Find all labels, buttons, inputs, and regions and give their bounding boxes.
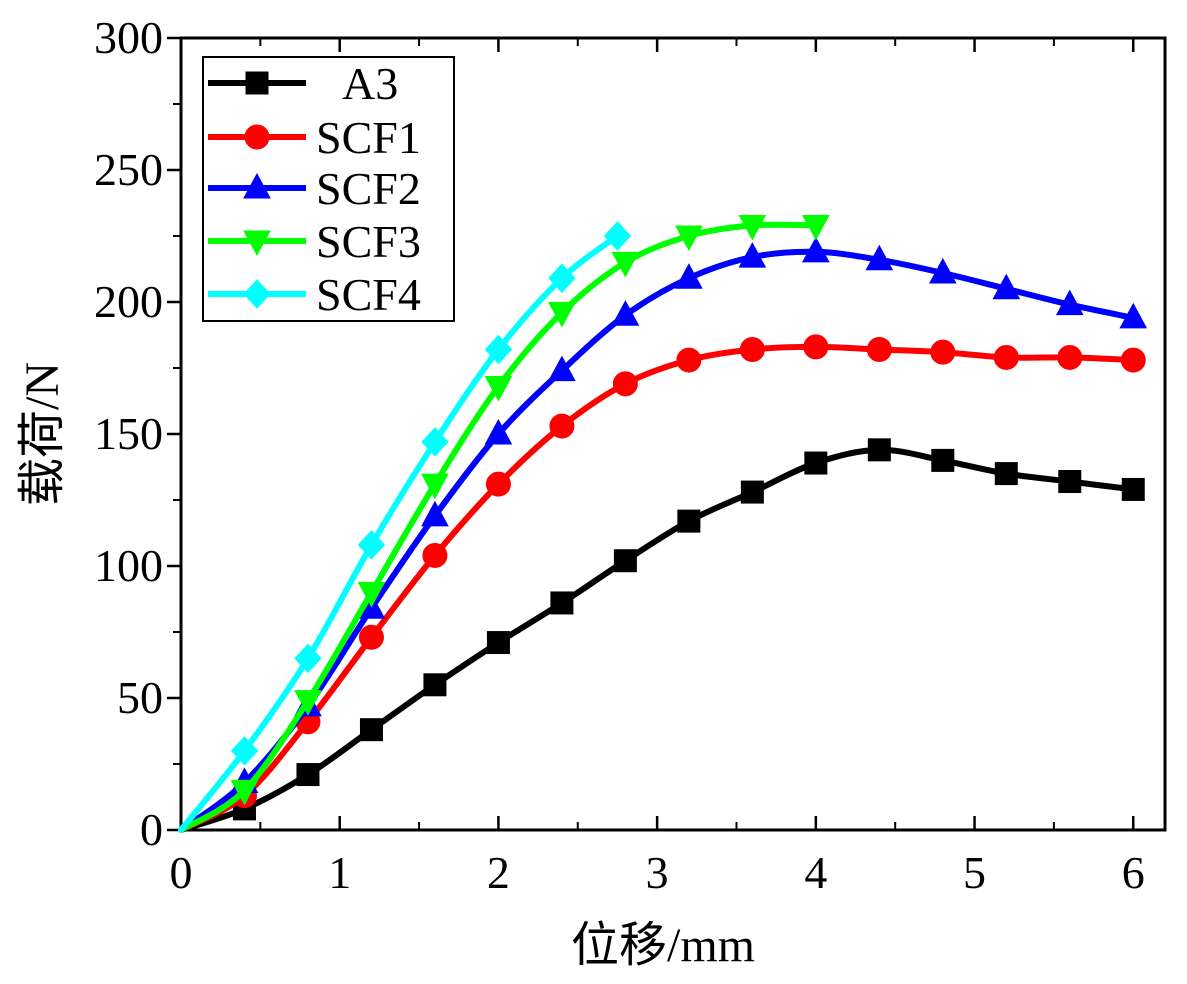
data-point (930, 339, 956, 365)
data-point (484, 418, 513, 445)
data-point (931, 448, 955, 472)
y-tick-label: 250 (94, 144, 163, 195)
data-point (677, 509, 701, 533)
data-point (296, 763, 320, 787)
y-tick-label: 150 (94, 408, 163, 459)
legend-swatch-marker (243, 172, 271, 199)
x-tick-label: 0 (170, 847, 193, 898)
data-point (801, 236, 830, 263)
data-point (738, 242, 767, 268)
legend-label: SCF1 (316, 112, 421, 163)
data-point (548, 355, 576, 382)
data-point (994, 462, 1018, 486)
data-point (359, 718, 383, 742)
data-point (421, 473, 449, 500)
data-point (230, 779, 259, 806)
data-point (484, 334, 513, 365)
data-point (803, 334, 829, 360)
data-point (675, 225, 703, 252)
data-point (676, 347, 702, 373)
data-point (612, 371, 638, 397)
axis-tick-labels: 0 1 2 3 4 5 6 0 50 100 150 200 250 300 (94, 12, 1145, 898)
y-tick-label: 100 (94, 540, 163, 591)
series-line (178, 343, 1137, 833)
legend-label: SCF3 (316, 216, 421, 267)
data-point (611, 300, 640, 326)
legend-label: SCF2 (316, 163, 421, 214)
legend-entry: SCF2 (208, 163, 421, 214)
legend-swatch-marker (243, 230, 271, 257)
data-point (801, 214, 830, 241)
data-point (611, 251, 640, 278)
data-point (357, 581, 386, 608)
data-point (230, 736, 259, 766)
data-point (548, 302, 576, 328)
data-point (1057, 344, 1083, 370)
series-line (178, 446, 1137, 833)
legend-label: A3 (342, 58, 398, 109)
series-scf2 (178, 236, 1148, 833)
data-point (1119, 302, 1148, 329)
legend-entry: SCF4 (208, 269, 421, 320)
data-point (603, 221, 632, 251)
data-point (866, 337, 892, 363)
data-point (993, 344, 1019, 370)
x-tick-label: 4 (804, 847, 827, 898)
series-a3 (178, 438, 1145, 833)
data-point (486, 631, 510, 655)
series-scf1 (178, 334, 1146, 833)
data-point (867, 438, 891, 462)
data-point (675, 263, 703, 289)
x-tick-label: 3 (646, 847, 669, 898)
data-point (357, 530, 386, 560)
data-point (484, 375, 513, 402)
data-point (613, 549, 637, 573)
x-axis-title: 位移/mm (571, 919, 755, 972)
data-point (739, 337, 765, 363)
data-point (421, 500, 449, 527)
data-point (1121, 477, 1145, 501)
x-tick-label: 1 (328, 847, 351, 898)
data-point (865, 244, 894, 271)
y-tick-label: 50 (117, 672, 163, 723)
y-axis-title: 载荷/N (16, 362, 69, 506)
series-scf4 (178, 221, 632, 833)
data-point (422, 542, 448, 568)
data-point (423, 673, 447, 697)
data-point (992, 273, 1021, 300)
x-tick-label: 5 (963, 847, 986, 898)
data-point (548, 263, 576, 293)
axis-ticks (167, 36, 1135, 832)
legend-swatch-marker (245, 71, 269, 95)
legend-label: SCF4 (316, 269, 421, 320)
data-point (740, 480, 764, 504)
legend-swatch-marker (243, 279, 271, 309)
legend-entry: SCF1 (208, 112, 421, 163)
data-point (358, 624, 384, 650)
data-point (1055, 289, 1084, 316)
data-point (550, 591, 574, 615)
data-point (421, 427, 449, 457)
y-tick-label: 0 (140, 804, 163, 855)
data-point (1058, 470, 1082, 494)
data-point (1120, 347, 1146, 373)
data-point (804, 451, 828, 475)
x-tick-label: 2 (487, 847, 510, 898)
y-tick-label: 300 (94, 12, 163, 63)
data-point (738, 214, 767, 241)
data-point (485, 471, 511, 497)
data-point (549, 413, 575, 439)
y-tick-label: 200 (94, 276, 163, 327)
legend-swatch-marker (244, 124, 270, 150)
legend-entry: A3 (208, 58, 398, 109)
series-scf3 (178, 214, 830, 833)
series-layer (178, 214, 1148, 833)
x-tick-label: 6 (1122, 847, 1145, 898)
legend-entry: SCF3 (208, 216, 421, 267)
data-point (294, 643, 322, 674)
data-point (294, 690, 322, 716)
data-point (928, 257, 957, 284)
